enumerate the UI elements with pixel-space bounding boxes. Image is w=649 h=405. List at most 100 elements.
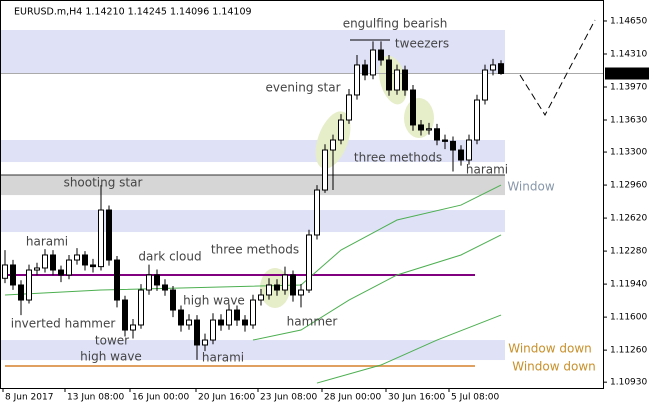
annotation: dark cloud [138, 250, 201, 264]
candle-body [194, 319, 200, 346]
candle-body [18, 284, 24, 301]
y-tick-label: 1.12620 [610, 214, 647, 224]
annotation: harami [26, 235, 68, 249]
y-tick-label: 1.11600 [610, 313, 647, 323]
candle-body [498, 63, 504, 75]
annotation: Window down [512, 360, 596, 374]
annotation: high wave [80, 350, 142, 364]
moving-average [252, 234, 502, 341]
axes: 1.14650 1.14310 1.13970 1.13630 1.13300 1.129… [2, 16, 649, 403]
y-tick-label: 1.12280 [610, 247, 647, 257]
candle-body [26, 269, 32, 301]
moving-average [316, 314, 502, 384]
candle-body [170, 289, 176, 311]
candle-body [458, 149, 464, 161]
candle-body [114, 259, 120, 301]
candle-body [410, 89, 416, 126]
zone [0, 140, 505, 163]
candle-body [330, 139, 336, 151]
candle-body [370, 49, 376, 76]
y-tick-label: 1.14310 [610, 49, 647, 59]
candle-body [354, 64, 360, 96]
candle-body [266, 284, 272, 296]
y-tick-label: 1.13300 [610, 148, 647, 158]
price-tag-label: 1.14109 [610, 69, 647, 79]
candle-body [442, 139, 448, 142]
candle-body [282, 274, 288, 291]
candle-body [346, 94, 352, 121]
annotation: tower [95, 334, 129, 348]
candle-body [218, 319, 224, 326]
candle-body [450, 140, 456, 151]
candle-body [34, 267, 40, 271]
candle-body [154, 274, 160, 286]
candle-body [474, 99, 480, 141]
plot-frame [0, 0, 604, 389]
x-tick-label: 5 Jul 08:00 [451, 393, 500, 403]
candle-body [98, 209, 104, 268]
annotation: three methods [354, 151, 442, 165]
candle-body [66, 259, 72, 276]
candle-body [314, 189, 320, 236]
annotation: three methods [211, 243, 299, 257]
zone [0, 210, 505, 233]
candle-body [434, 128, 440, 141]
y-tick-label: 1.13630 [610, 116, 647, 126]
zone [0, 174, 505, 196]
candle-body [202, 339, 208, 346]
x-tick-label: 16 Jun 00:00 [132, 393, 189, 403]
candle-body [210, 319, 216, 341]
candle-body [178, 309, 184, 326]
candle-body [290, 274, 296, 296]
annotation: harami [202, 351, 244, 365]
annotation: high wave [183, 294, 245, 308]
candle-body [42, 254, 48, 269]
candle-body [490, 64, 496, 71]
x-tick-label: 30 Jun 16:00 [388, 393, 445, 403]
candle-body [250, 299, 256, 326]
moving-average [4, 184, 502, 296]
candle-body [122, 299, 128, 331]
annotation: Window down [508, 342, 592, 356]
candle-body [298, 289, 304, 296]
y-tick-label: 1.12960 [610, 181, 647, 191]
annotation: shooting star [64, 176, 143, 190]
candle-body [10, 264, 16, 286]
candle-body [362, 64, 368, 76]
annotation: harami [466, 163, 508, 177]
candle-body [146, 274, 152, 291]
annotation: hammer [287, 315, 338, 329]
candle-body [306, 234, 312, 291]
candle-body [162, 284, 168, 291]
x-tick-label: 20 Jun 16:00 [198, 393, 255, 403]
candle-body [58, 269, 64, 276]
y-tick-label: 1.11260 [610, 346, 647, 356]
candle-body [186, 319, 192, 326]
y-tick-label: 1.13970 [610, 82, 647, 92]
candle-body [242, 319, 248, 326]
candle-body [258, 294, 264, 301]
candle-body [418, 124, 424, 131]
candle-body [130, 324, 136, 331]
zones [0, 30, 505, 361]
x-tick-label: 8 Jun 2017 [5, 393, 53, 403]
plot: engulfing bearish tweezers evening star thr… [0, 17, 603, 384]
candle-body [394, 69, 400, 91]
candle-body [226, 309, 232, 326]
candle-body [386, 59, 392, 91]
candle-body [106, 209, 112, 261]
candle-body [50, 254, 56, 271]
candle-body [90, 264, 96, 268]
projection [519, 19, 596, 117]
candle-body [466, 139, 472, 161]
annotation: tweezers [395, 37, 449, 51]
y-tick-label: 1.10930 [610, 378, 647, 388]
candle-body [2, 264, 8, 279]
candle-body [426, 128, 432, 131]
y-tick-label: 1.11940 [610, 280, 647, 290]
candle-body [322, 149, 328, 191]
highlight [378, 55, 408, 105]
zone [0, 340, 505, 361]
x-tick-label: 28 Jun 00:00 [324, 393, 381, 403]
